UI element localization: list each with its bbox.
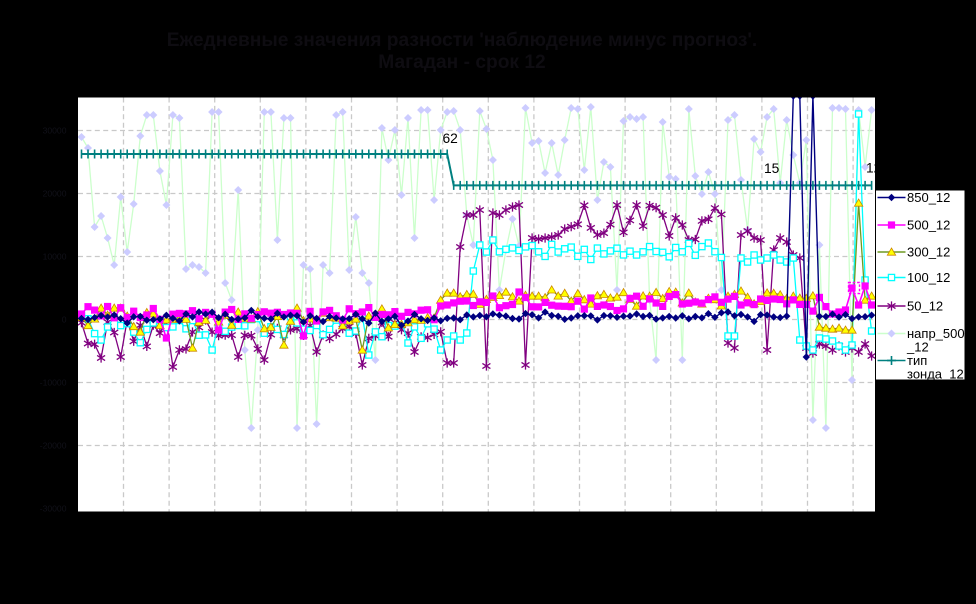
- svg-text:62: 62: [443, 131, 458, 146]
- svg-text:_12: _12: [906, 340, 929, 355]
- svg-text:0: 0: [62, 315, 67, 325]
- svg-text:10000: 10000: [43, 252, 67, 262]
- svg-text:50_12: 50_12: [907, 299, 943, 314]
- svg-text:500_12: 500_12: [907, 218, 950, 233]
- svg-text:100_12: 100_12: [907, 270, 950, 285]
- svg-text:15: 15: [764, 161, 780, 176]
- svg-text:-30000: -30000: [40, 504, 67, 514]
- svg-text:тип: тип: [907, 353, 927, 368]
- svg-text:12: 12: [866, 161, 881, 176]
- svg-text:850_12: 850_12: [907, 190, 950, 205]
- svg-text:зонда_12: зонда_12: [907, 367, 964, 382]
- svg-text:Магадан - срок 12: Магадан - срок 12: [378, 52, 545, 73]
- svg-text:-10000: -10000: [40, 378, 67, 388]
- svg-text:30000: 30000: [43, 126, 67, 136]
- svg-text:Ежедневные значения разности ': Ежедневные значения разности 'наблюдение…: [167, 30, 758, 51]
- svg-text:-20000: -20000: [40, 441, 67, 451]
- svg-text:20000: 20000: [43, 189, 67, 199]
- svg-text:300_12: 300_12: [907, 245, 950, 260]
- svg-text:напр_500: напр_500: [907, 326, 965, 341]
